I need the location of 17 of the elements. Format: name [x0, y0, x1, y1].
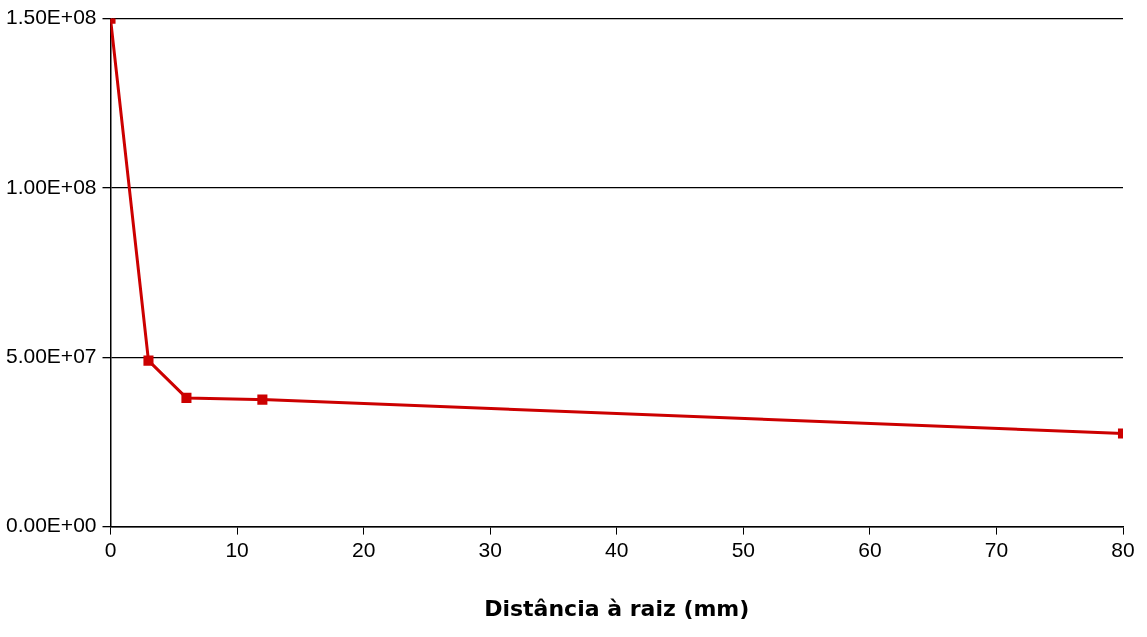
y-tick-label: 0.00E+00 [5, 513, 97, 537]
x-tick-label: 80 [1111, 537, 1135, 561]
x-tick-label: 50 [731, 537, 755, 561]
x-tick-label: 20 [351, 537, 376, 561]
x-tick-label: 10 [225, 537, 249, 561]
x-tick-label: 40 [605, 537, 629, 561]
x-tick-label: 60 [858, 537, 882, 561]
y-tick-label: 1.50E+08 [5, 5, 97, 29]
y-tick-label: 1.00E+08 [5, 174, 97, 198]
y-tick-label: 5.00E+07 [5, 344, 97, 368]
point [181, 392, 192, 403]
x-axis-title: Distância à raiz (mm) [484, 595, 750, 621]
x-tick-label: 0 [104, 537, 117, 561]
point [143, 355, 154, 366]
point [257, 394, 268, 405]
x-tick-label: 70 [984, 537, 1009, 561]
x-tick-label: 30 [478, 537, 502, 561]
